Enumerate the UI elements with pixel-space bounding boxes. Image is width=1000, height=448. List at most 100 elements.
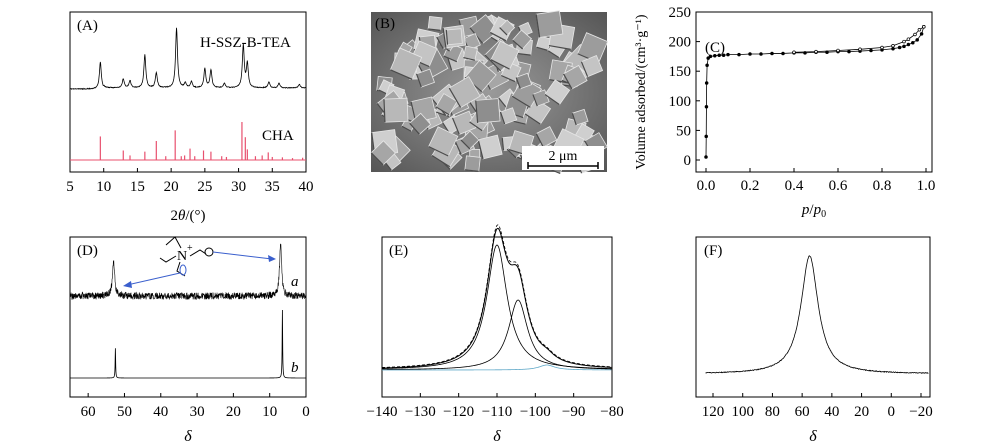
desorption-point xyxy=(814,49,818,54)
crystal-face xyxy=(383,97,409,123)
crystal xyxy=(389,47,423,80)
panel-e-xtick-label: −130 xyxy=(405,404,436,420)
crystal-edge-shadow xyxy=(475,100,479,123)
crystal-edge-shadow xyxy=(442,28,447,48)
crystal xyxy=(544,79,571,106)
crystal-edge-shadow xyxy=(445,29,449,45)
adsorption-point xyxy=(704,155,708,159)
desorption-point xyxy=(906,37,911,41)
adsorption-point xyxy=(770,51,774,56)
panel-c-ytick-label: 250 xyxy=(669,5,692,21)
crystal-edge-shadow xyxy=(443,55,458,63)
panel-a-xtick-label: 35 xyxy=(265,179,280,195)
crystal-edge-shadow xyxy=(499,111,506,125)
panel-d-xtick-label: 60 xyxy=(81,404,96,420)
crystal xyxy=(428,126,459,157)
panel-c-ytick-label: 50 xyxy=(676,123,691,139)
panel-a-xtick-label: 20 xyxy=(164,179,179,195)
panel-a-xtick-label: 5 xyxy=(66,179,74,195)
panel-a: (A) H-SSZ-B-TEA CHA 2θ/(°) 5 10 15 20 25 30 35… xyxy=(66,11,314,224)
crystal-edge-shadow xyxy=(436,36,444,50)
panel-d: (D) a b δ N + 60 50 40 30 20 10 0 xyxy=(69,236,310,445)
panel-c-ytick-label: 200 xyxy=(669,35,692,51)
adsorption-point xyxy=(869,48,873,53)
ethyl-arm-4 xyxy=(159,255,177,263)
crystal-edge-shadow xyxy=(512,39,524,50)
crystal-edge-shadow xyxy=(454,140,462,155)
crystal-edge-shadow xyxy=(536,46,548,51)
crystal-edge-shadow xyxy=(544,93,560,106)
tea-structure: N + xyxy=(123,236,276,288)
crystal-edge-shadow xyxy=(451,117,460,135)
panel-a-frame xyxy=(69,11,307,173)
panel-d-plot: 60 50 40 30 20 10 0 xyxy=(69,243,310,420)
adsorption-point xyxy=(708,54,713,59)
crystal xyxy=(464,155,481,172)
crystal xyxy=(460,130,480,150)
ethyl-arm-3 xyxy=(176,261,186,277)
panel-d-xtick-label: 10 xyxy=(262,404,277,420)
panel-d-label: (D) xyxy=(77,243,98,259)
crystal-edge-shadow xyxy=(500,74,516,83)
series-label-h-ssz-b-tea: H-SSZ-B-TEA xyxy=(200,35,291,51)
fit-component-line xyxy=(382,364,612,371)
panel-c-xtick-label: 0.6 xyxy=(829,178,848,194)
crystal xyxy=(511,29,533,50)
panel-c: (C) Volume adsorbed/(cm³·g⁻¹) p/p0 0.0 0.… xyxy=(634,5,935,220)
panel-d-xlabel: δ xyxy=(184,428,192,445)
panel-c-ytick-label: 150 xyxy=(669,64,692,80)
desorption-point xyxy=(902,39,906,44)
crystal xyxy=(435,93,458,116)
panel-c-xtick-label: 1.0 xyxy=(917,178,936,194)
adsorption-point xyxy=(704,134,708,139)
panel-d-xtick-label: 20 xyxy=(226,404,241,420)
spectrum-f-line xyxy=(705,255,929,374)
crystal-edge-shadow xyxy=(532,94,538,107)
fit-component-line xyxy=(382,299,612,370)
adsorption-point xyxy=(705,63,709,68)
desorption-point xyxy=(913,32,917,37)
crystal xyxy=(448,76,481,109)
crystal xyxy=(415,68,435,88)
crystal-edge-shadow xyxy=(435,111,450,118)
crystal xyxy=(469,14,500,45)
panel-f-xtick-label: 120 xyxy=(702,404,725,420)
panel-c-xtick-label: 0.2 xyxy=(741,178,760,194)
panel-d-xtick-label: 50 xyxy=(117,404,132,420)
panel-a-xtick-label: 25 xyxy=(197,179,212,195)
crystal xyxy=(427,16,443,31)
panel-a-xtick-label: 10 xyxy=(96,179,111,195)
crystal xyxy=(445,28,463,46)
crystal-edge-shadow xyxy=(490,59,510,70)
crystal-edge-shadow xyxy=(535,14,541,38)
panel-b: (B) 2 μm xyxy=(370,10,609,175)
panel-a-xtick-label: 30 xyxy=(231,179,246,195)
panel-d-frame xyxy=(69,236,307,398)
crystal xyxy=(490,40,520,70)
methyl-marker-circle xyxy=(204,247,214,257)
crystal xyxy=(370,140,396,166)
series-label-a: a xyxy=(291,274,299,290)
crystal xyxy=(462,45,478,61)
crystal xyxy=(515,72,533,90)
crystal-face xyxy=(445,28,463,46)
methylene-marker-ellipse xyxy=(179,264,187,276)
panel-f-xtick-label: 60 xyxy=(795,404,810,420)
crystal xyxy=(535,126,558,148)
crystal-face xyxy=(475,98,501,124)
spectrum-b-line xyxy=(70,309,306,379)
panel-e-xtick-label: −90 xyxy=(562,404,585,420)
arrow-methylene-head xyxy=(123,281,132,288)
adsorption-point xyxy=(911,41,915,45)
panel-f-xtick-label: 0 xyxy=(888,404,896,420)
panel-a-xtick-label: 40 xyxy=(299,179,314,195)
panel-e: (E) δ −140 −130 −120 −110 −100 −90 −80 xyxy=(367,224,624,445)
arrow-methyl-head xyxy=(268,255,276,262)
crystal xyxy=(499,19,516,36)
crystal-edge-shadow xyxy=(409,122,420,135)
panel-e-xtick-label: −80 xyxy=(600,404,623,420)
crystal-face xyxy=(427,16,443,31)
crystal-edge-shadow xyxy=(435,106,450,116)
crystal-edge-shadow xyxy=(469,121,483,132)
